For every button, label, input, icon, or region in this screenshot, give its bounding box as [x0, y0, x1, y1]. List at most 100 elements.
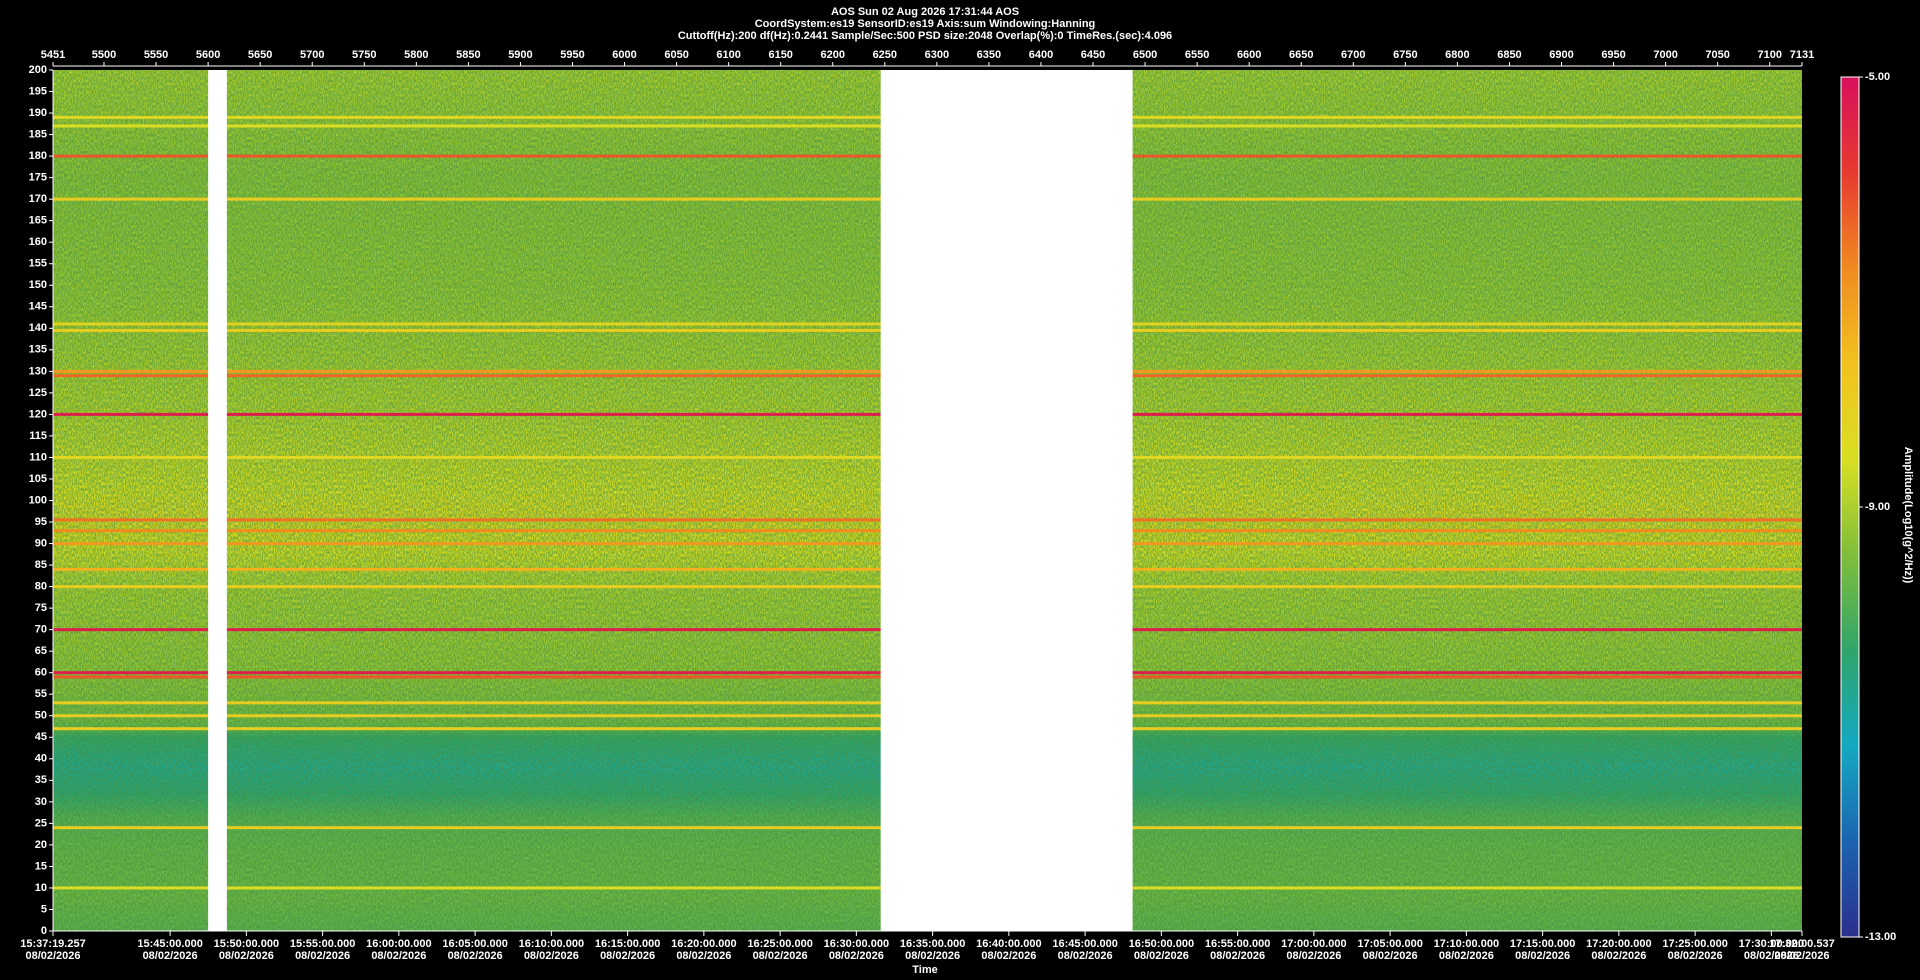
y-tick-label: 10: [35, 882, 47, 894]
y-tick-label: 30: [35, 796, 47, 808]
y-tick-label: 20: [35, 839, 47, 851]
time-tick-date: 08/02/2026: [600, 950, 655, 962]
x-tick-label: 5950: [560, 49, 584, 61]
x-tick-label: 6150: [768, 49, 792, 61]
time-tick-label: 17:00:00.000: [1281, 938, 1346, 950]
y-tick-label: 105: [29, 473, 47, 485]
time-tick-label: 17:30:00.000: [1739, 938, 1804, 950]
time-tick-date: 08/02/2026: [1591, 950, 1646, 962]
y-tick-label: 110: [29, 451, 47, 463]
time-tick-date: 08/02/2026: [1058, 950, 1113, 962]
time-tick-label: 16:45:00.000: [1052, 938, 1117, 950]
time-tick-date: 08/02/2026: [1774, 950, 1829, 962]
x-tick-label: 6600: [1237, 49, 1261, 61]
y-tick-label: 45: [35, 731, 47, 743]
x-tick-label: 6900: [1549, 49, 1573, 61]
x-tick-label: 5700: [300, 49, 324, 61]
time-tick-label: 16:10:00.000: [519, 938, 584, 950]
colorbar-tick-label: -9.00: [1865, 501, 1890, 513]
x-tick-label: 6300: [925, 49, 949, 61]
x-tick-label: 6000: [612, 49, 636, 61]
x-tick-label: 7050: [1705, 49, 1729, 61]
time-tick-date: 08/02/2026: [1363, 950, 1418, 962]
time-tick-label: 16:30:00.000: [824, 938, 889, 950]
chart-subtitle: Cuttoff(Hz):200 df(Hz):0.2441 Sample/Sec…: [678, 30, 1172, 42]
time-tick-label: 16:50:00.000: [1129, 938, 1194, 950]
time-tick-label: 16:40:00.000: [976, 938, 1041, 950]
x-tick-label: 6250: [873, 49, 897, 61]
time-tick-label: 17:25:00.000: [1662, 938, 1727, 950]
time-tick-label: 16:20:00.000: [671, 938, 736, 950]
time-tick-date: 08/02/2026: [371, 950, 426, 962]
y-tick-label: 90: [35, 537, 47, 549]
time-tick-date: 08/02/2026: [1668, 950, 1723, 962]
y-tick-label: 160: [29, 236, 47, 248]
time-tick-label: 16:55:00.000: [1205, 938, 1270, 950]
time-tick-date: 08/02/2026: [1515, 950, 1570, 962]
y-tick-label: 95: [35, 516, 47, 528]
time-tick-date: 08/02/2026: [25, 950, 80, 962]
time-tick-label: 16:25:00.000: [747, 938, 812, 950]
colorbar-tick-label: -5.00: [1865, 71, 1890, 83]
time-tick-date: 08/02/2026: [981, 950, 1036, 962]
time-tick-label: 15:55:00.000: [290, 938, 355, 950]
y-tick-label: 195: [29, 85, 47, 97]
y-tick-label: 115: [29, 430, 47, 442]
time-tick-date: 08/02/2026: [143, 950, 198, 962]
time-tick-label: 17:05:00.000: [1357, 938, 1422, 950]
y-tick-label: 125: [29, 387, 47, 399]
time-tick-label: 16:05:00.000: [442, 938, 507, 950]
y-tick-label: 180: [29, 150, 47, 162]
time-tick-date: 08/02/2026: [1134, 950, 1189, 962]
time-tick-date: 08/02/2026: [829, 950, 884, 962]
y-tick-label: 140: [29, 322, 47, 334]
y-tick-label: 50: [35, 710, 47, 722]
time-tick-date: 08/02/2026: [1286, 950, 1341, 962]
y-tick-label: 40: [35, 753, 47, 765]
y-tick-label: 60: [35, 667, 47, 679]
y-tick-label: 80: [35, 581, 47, 593]
time-tick-label: 16:15:00.000: [595, 938, 660, 950]
x-tick-label: 6750: [1393, 49, 1417, 61]
x-axis-label: Time: [912, 964, 937, 976]
time-tick-label: 15:45:00.000: [137, 938, 202, 950]
time-tick-label: 16:00:00.000: [366, 938, 431, 950]
x-tick-label: 6500: [1133, 49, 1157, 61]
x-tick-label: 6800: [1445, 49, 1469, 61]
y-tick-label: 0: [41, 925, 47, 937]
x-tick-label: 6200: [821, 49, 845, 61]
colorbar: [1840, 76, 1860, 938]
y-tick-label: 75: [35, 602, 47, 614]
time-tick-date: 08/02/2026: [753, 950, 808, 962]
time-tick-label: 17:10:00.000: [1434, 938, 1499, 950]
x-tick-label: 6700: [1341, 49, 1365, 61]
y-tick-label: 100: [29, 494, 47, 506]
time-tick-date: 08/02/2026: [1744, 950, 1799, 962]
x-tick-label: 5500: [92, 49, 116, 61]
y-tick-label: 130: [29, 365, 47, 377]
y-tick-label: 175: [29, 172, 47, 184]
time-tick-label: 17:32:00.537: [1769, 938, 1834, 950]
y-tick-label: 200: [29, 64, 47, 76]
time-tick-date: 08/02/2026: [1439, 950, 1494, 962]
data-gap: [208, 70, 227, 931]
x-tick-label: 6450: [1081, 49, 1105, 61]
y-tick-label: 65: [35, 645, 47, 657]
colorbar-label: Amplitude(Log10(g^2/Hz)): [1902, 447, 1914, 584]
y-tick-label: 155: [29, 258, 47, 270]
y-tick-label: 135: [29, 344, 47, 356]
x-tick-label: 6100: [716, 49, 740, 61]
time-tick-date: 08/02/2026: [1210, 950, 1265, 962]
x-tick-label: 6050: [664, 49, 688, 61]
time-tick-date: 08/02/2026: [295, 950, 350, 962]
time-tick-date: 08/02/2026: [905, 950, 960, 962]
x-tick-label: 7131: [1790, 49, 1814, 61]
x-tick-label: 7100: [1757, 49, 1781, 61]
x-tick-label: 6850: [1497, 49, 1521, 61]
y-tick-label: 35: [35, 774, 47, 786]
y-tick-label: 25: [35, 817, 47, 829]
y-tick-label: 185: [29, 128, 47, 140]
x-tick-label: 5900: [508, 49, 532, 61]
